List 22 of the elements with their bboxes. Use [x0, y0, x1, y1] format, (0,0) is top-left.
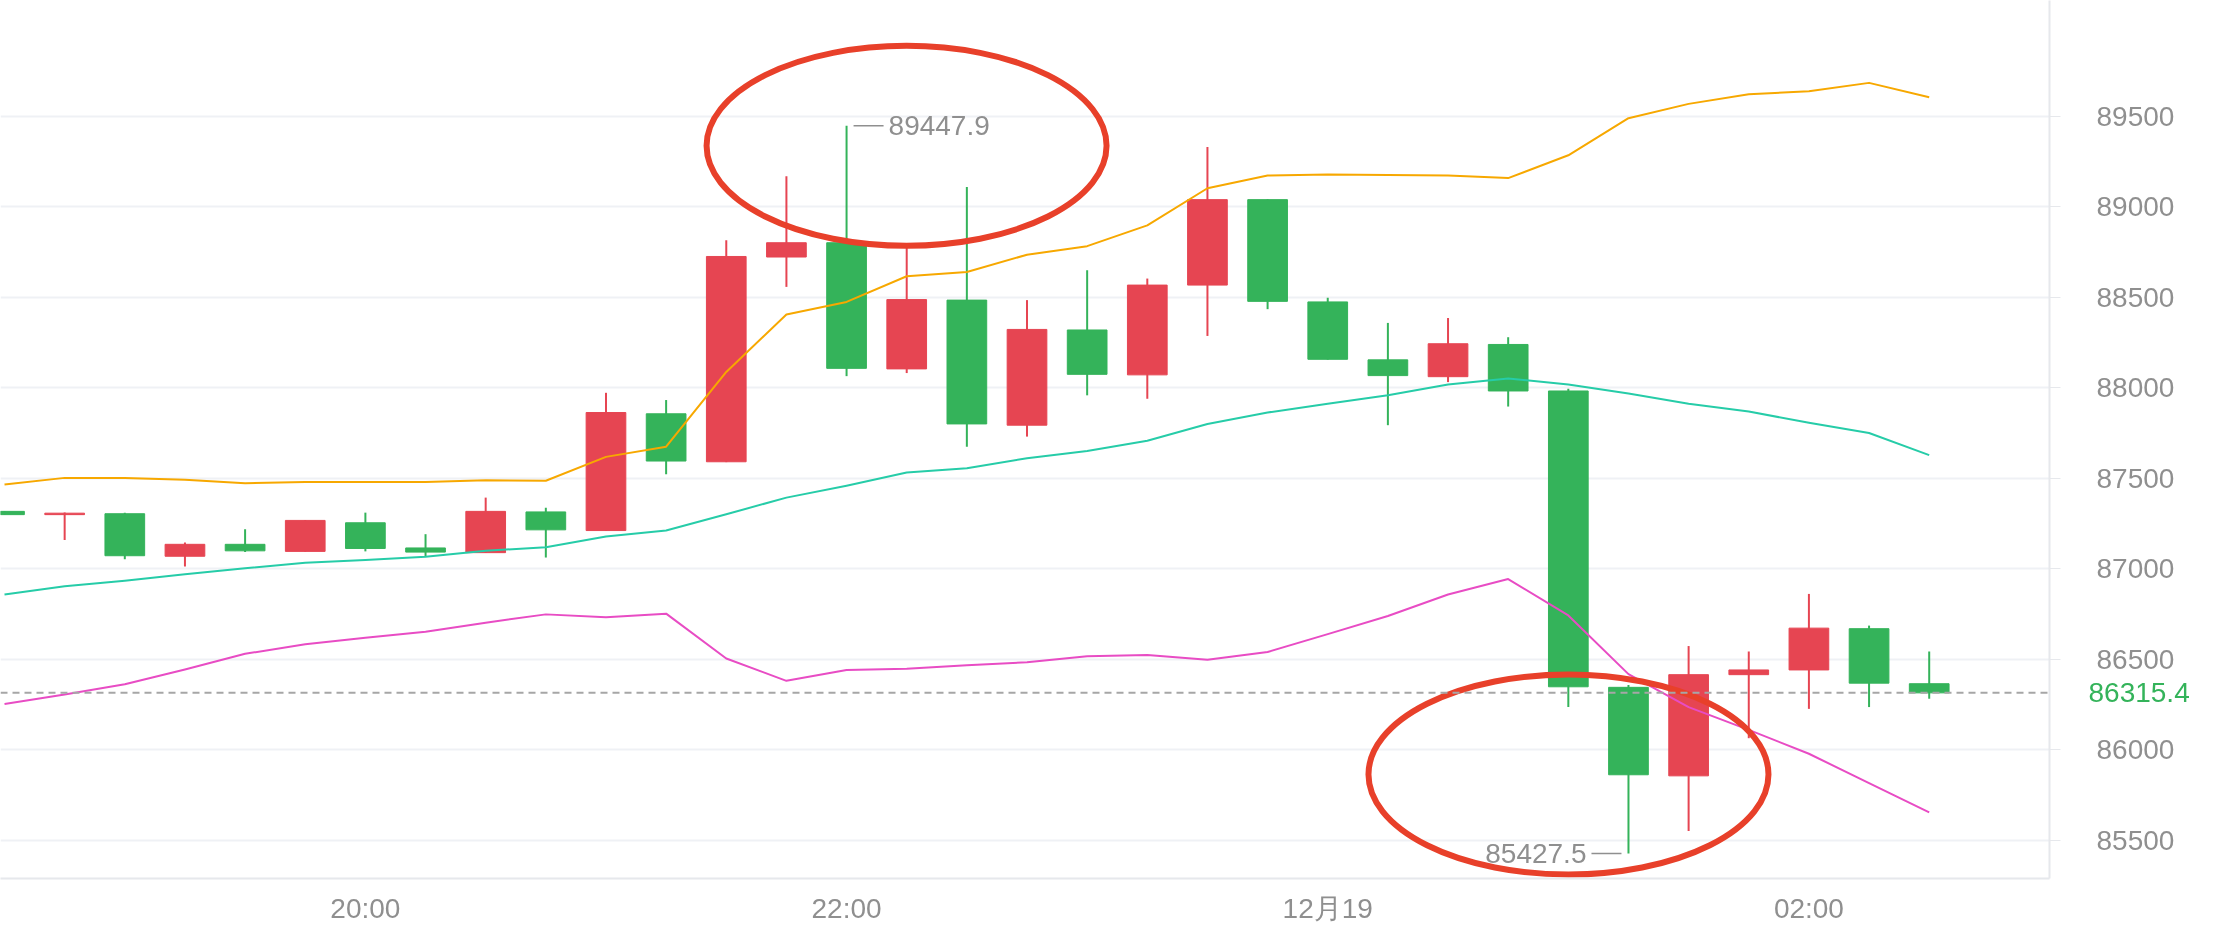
y-tick-label: 89000	[2096, 191, 2175, 223]
line-series	[3, 377, 1931, 596]
x-tick-label: 12月19	[1282, 892, 1373, 924]
ref-line-label: 86315.4	[2088, 677, 2190, 709]
line-series	[3, 578, 1931, 814]
x-tick-label: 22:00	[811, 892, 882, 924]
x-tick-label: 02:00	[1773, 892, 1844, 924]
annotation: 89447.9	[888, 110, 990, 142]
y-tick-label: 86000	[2096, 734, 2175, 766]
annotation: 85427.5	[1485, 838, 1587, 870]
y-tick-label: 88500	[2096, 281, 2175, 313]
y-tick-label: 87000	[2096, 553, 2175, 585]
candlestick	[224, 528, 266, 554]
y-tick-label: 87500	[2096, 462, 2175, 494]
y-tick-label: 88000	[2096, 372, 2175, 404]
candlestick	[1728, 650, 1770, 740]
x-tick-label: 20:00	[330, 892, 401, 924]
y-tick-label: 89500	[2096, 100, 2175, 132]
line-series	[3, 81, 1931, 486]
candlestick	[405, 533, 446, 558]
y-tick-label: 86500	[2096, 643, 2175, 675]
y-tick-label: 85500	[2096, 824, 2175, 856]
